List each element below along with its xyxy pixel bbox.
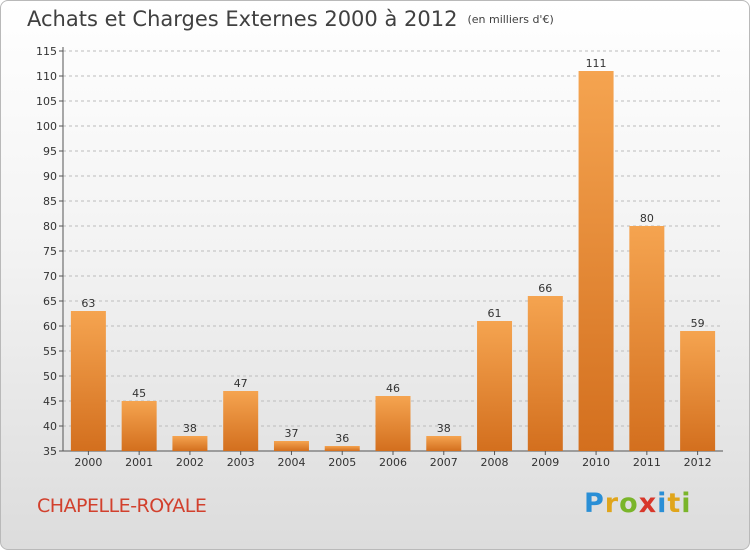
bar-value-label: 38 (183, 422, 197, 435)
x-tick-label: 2000 (74, 456, 102, 469)
bar-value-label: 63 (81, 297, 95, 310)
logo-letter: x (638, 488, 658, 519)
bar-value-label: 37 (284, 427, 298, 440)
logo-letter: i (657, 488, 668, 519)
logo-letter: i (681, 488, 692, 519)
bar-value-label: 111 (586, 57, 607, 70)
bar-value-label: 61 (488, 307, 502, 320)
x-tick-label: 2012 (684, 456, 712, 469)
y-tick-label: 45 (43, 395, 57, 408)
y-tick-label: 85 (43, 195, 57, 208)
y-tick-label: 100 (36, 120, 57, 133)
y-tick-label: 95 (43, 145, 57, 158)
bar-value-label: 47 (234, 377, 248, 390)
bar (70, 311, 106, 451)
bar (527, 296, 563, 451)
bar-value-label: 80 (640, 212, 654, 225)
y-tick-label: 40 (43, 420, 57, 433)
bar (324, 446, 360, 451)
x-tick-label: 2001 (125, 456, 153, 469)
y-tick-label: 60 (43, 320, 57, 333)
y-tick-label: 55 (43, 345, 57, 358)
bar (578, 71, 614, 451)
logo-letter: r (604, 488, 620, 519)
y-tick-label: 35 (43, 445, 57, 458)
commune-name: CHAPELLE-ROYALE (37, 495, 207, 517)
bar-value-label: 46 (386, 382, 400, 395)
bar (375, 396, 411, 451)
x-tick-label: 2003 (227, 456, 255, 469)
bar-value-label: 45 (132, 387, 146, 400)
proxiti-logo: Proxiti (584, 488, 692, 519)
logo-letter: P (584, 488, 605, 519)
bar (172, 436, 208, 451)
x-tick-label: 2002 (176, 456, 204, 469)
y-tick-label: 75 (43, 245, 57, 258)
bar-value-label: 59 (691, 317, 705, 330)
x-tick-label: 2004 (277, 456, 305, 469)
bar-value-label: 66 (538, 282, 552, 295)
x-tick-label: 2009 (531, 456, 559, 469)
x-tick-label: 2007 (430, 456, 458, 469)
y-tick-label: 65 (43, 295, 57, 308)
y-tick-label: 110 (36, 70, 57, 83)
y-tick-label: 90 (43, 170, 57, 183)
logo-letter: t (667, 488, 682, 519)
x-tick-label: 2011 (633, 456, 661, 469)
bar (680, 331, 716, 451)
y-tick-label: 115 (36, 45, 57, 58)
x-tick-label: 2008 (481, 456, 509, 469)
logo-letter: o (619, 488, 639, 519)
x-tick-label: 2010 (582, 456, 610, 469)
chart-subtitle: (en milliers d'€) (467, 13, 554, 26)
chart-title: Achats et Charges Externes 2000 à 2012 (e… (27, 7, 554, 31)
bar (629, 226, 665, 451)
x-tick-label: 2006 (379, 456, 407, 469)
bar-value-label: 36 (335, 432, 349, 445)
bar (477, 321, 513, 451)
y-tick-label: 70 (43, 270, 57, 283)
bar (426, 436, 462, 451)
x-tick-label: 2005 (328, 456, 356, 469)
bar-value-label: 38 (437, 422, 451, 435)
bar (121, 401, 157, 451)
y-tick-label: 105 (36, 95, 57, 108)
bar (223, 391, 259, 451)
bar (273, 441, 309, 451)
y-tick-label: 80 (43, 220, 57, 233)
y-tick-label: 50 (43, 370, 57, 383)
